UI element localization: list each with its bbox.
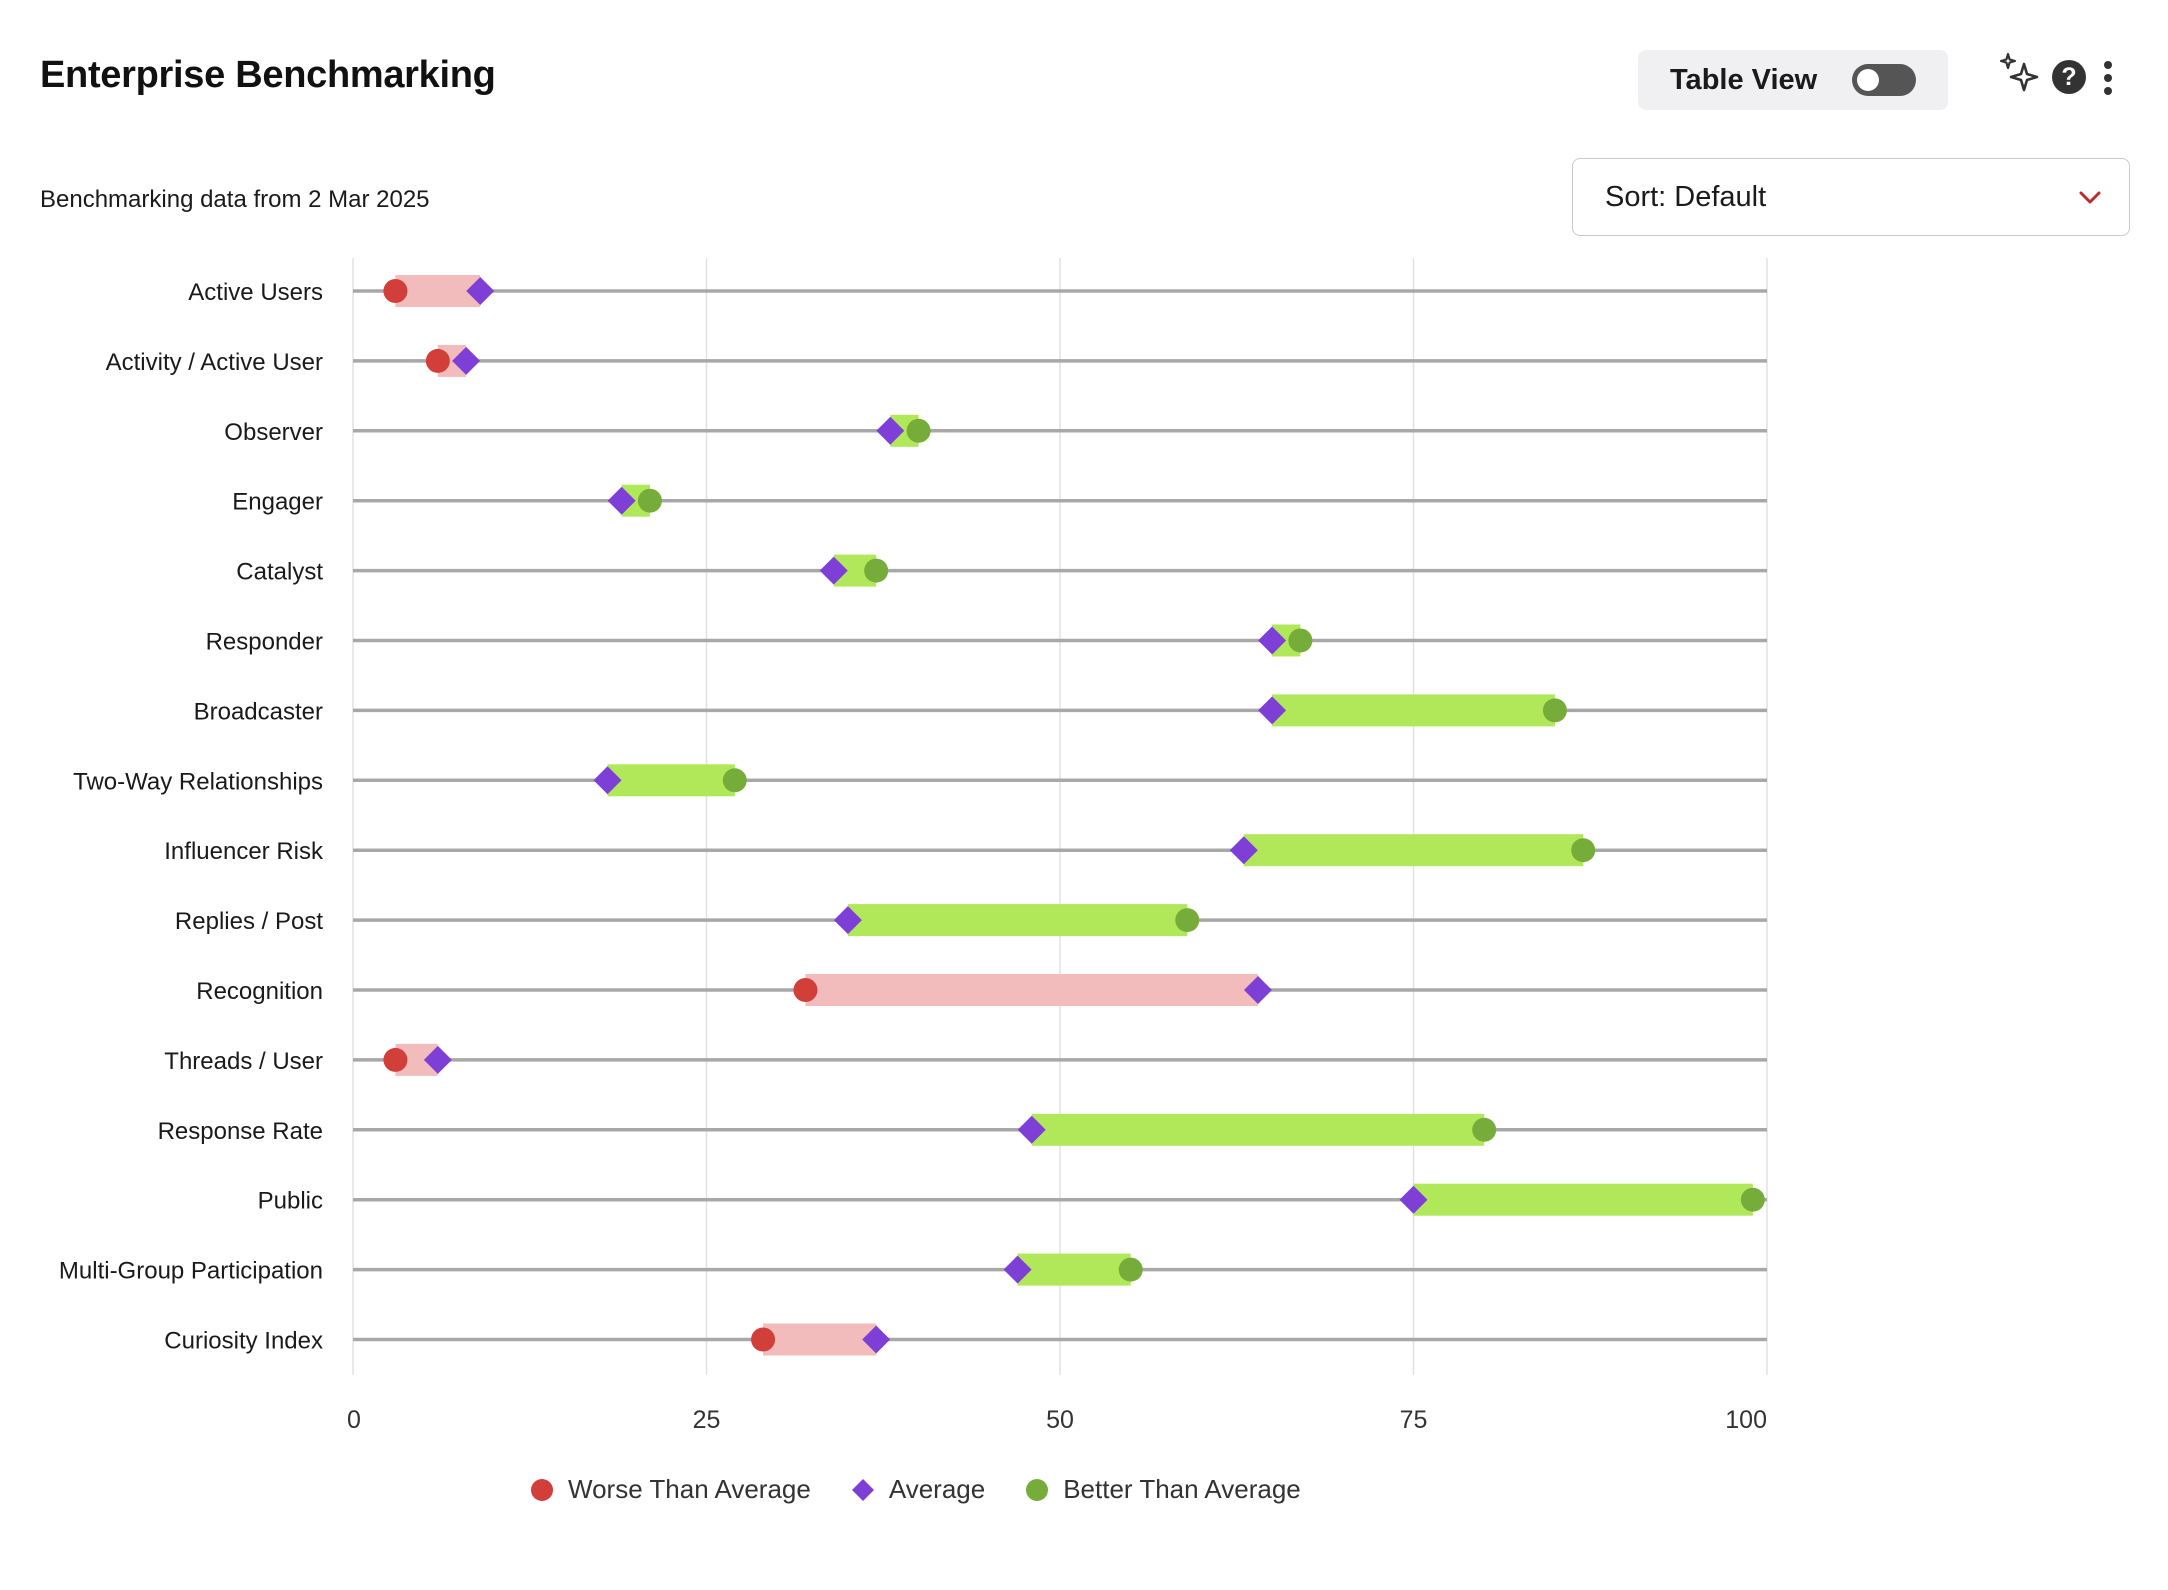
better-range-bar [847,904,1188,937]
legend-item-better[interactable]: Better Than Average [1025,1474,1301,1505]
x-tick-label: 100 [1725,1406,1767,1434]
row-label: Active Users [188,279,323,306]
average-marker [466,277,495,305]
legend-marker-worse [531,1478,553,1501]
row-label: Replies / Post [175,908,323,935]
worse-range-bar [805,974,1258,1006]
average-marker [1258,696,1287,725]
average-marker [876,416,905,445]
better-value-marker [1571,838,1596,863]
average-marker [423,1045,452,1074]
average-marker [833,906,862,935]
average-marker [1229,836,1258,865]
worse-value-marker [383,279,408,303]
better-range-bar [1413,1183,1753,1216]
better-range-bar [1243,834,1584,867]
better-value-marker [1175,908,1200,933]
table-view-label: Table View [1670,63,1818,96]
worse-value-marker [793,978,818,1002]
better-range-bar [1272,694,1555,727]
better-value-marker [1288,628,1313,653]
x-tick-label: 50 [1046,1406,1074,1434]
average-marker [1399,1185,1428,1214]
better-range-bar [1031,1113,1485,1146]
average-marker [1258,626,1287,655]
benchmark-date-subtitle: Benchmarking data from 2 Mar 2025 [40,186,430,213]
row-label: Responder [206,629,323,656]
worse-value-marker [383,1047,408,1072]
sort-selected-value: Sort: Default [1605,180,1767,213]
better-value-marker [1472,1117,1497,1142]
help-icon[interactable]: ? [2052,60,2086,94]
row-label: Catalyst [236,559,323,586]
x-tick-label: 75 [1400,1406,1428,1434]
worse-range-bar [763,1323,877,1356]
more-vertical-icon[interactable] [2098,58,2118,98]
worse-value-marker [751,1327,776,1352]
page-title: Enterprise Benchmarking [40,54,496,96]
average-marker [1243,976,1272,1004]
x-tick-label: 25 [693,1406,721,1434]
row-label: Multi-Group Participation [59,1258,323,1285]
sort-dropdown[interactable]: Sort: Default [1572,158,2130,236]
better-range-bar [1017,1253,1131,1286]
row-label: Recognition [196,978,323,1005]
average-marker [1003,1255,1032,1284]
row-label: Activity / Active User [106,349,323,376]
row-label: Curiosity Index [164,1328,323,1355]
average-marker [593,766,622,795]
average-marker [819,556,848,585]
average-marker [1017,1115,1046,1144]
better-value-marker [722,768,747,793]
row-label: Broadcaster [194,698,323,725]
better-value-marker [1118,1257,1143,1282]
row-label: Influencer Risk [164,838,324,865]
legend-item-worse[interactable]: Worse Than Average [530,1474,811,1505]
row-label: Response Rate [158,1118,323,1145]
legend-label-better: Better Than Average [1063,1474,1301,1504]
average-marker [607,486,636,515]
chart-legend: Worse Than Average Average Better Than A… [530,1474,1341,1505]
worse-range-bar [395,275,481,307]
legend-label-worse: Worse Than Average [568,1474,811,1504]
table-view-toggle-container[interactable]: Table View [1638,50,1948,110]
row-label: Observer [224,419,323,446]
toggle-knob [1857,69,1879,91]
x-tick-label: 0 [347,1406,361,1434]
better-value-marker [864,558,889,583]
table-view-toggle[interactable] [1852,64,1916,96]
worse-value-marker [425,348,450,373]
sparkle-icon[interactable] [1998,52,2042,96]
legend-marker-better [1026,1478,1049,1501]
average-marker [862,1325,891,1354]
better-value-marker [906,418,931,443]
chevron-down-icon [2079,191,2101,204]
row-label: Two-Way Relationships [73,768,323,795]
better-value-marker [637,488,662,513]
better-value-marker [1740,1187,1765,1212]
benchmark-chart: 0 25 50 75 100 Active Users Activity / Active … [59,258,1768,1434]
legend-label-average: Average [888,1474,986,1504]
better-value-marker [1542,698,1567,723]
row-label: Threads / User [164,1048,323,1075]
row-label: Public [258,1188,323,1215]
row-label: Engager [232,489,323,516]
legend-marker-average [851,1478,874,1501]
legend-item-average[interactable]: Average [851,1474,985,1505]
average-marker [452,346,481,375]
better-range-bar [607,764,735,797]
